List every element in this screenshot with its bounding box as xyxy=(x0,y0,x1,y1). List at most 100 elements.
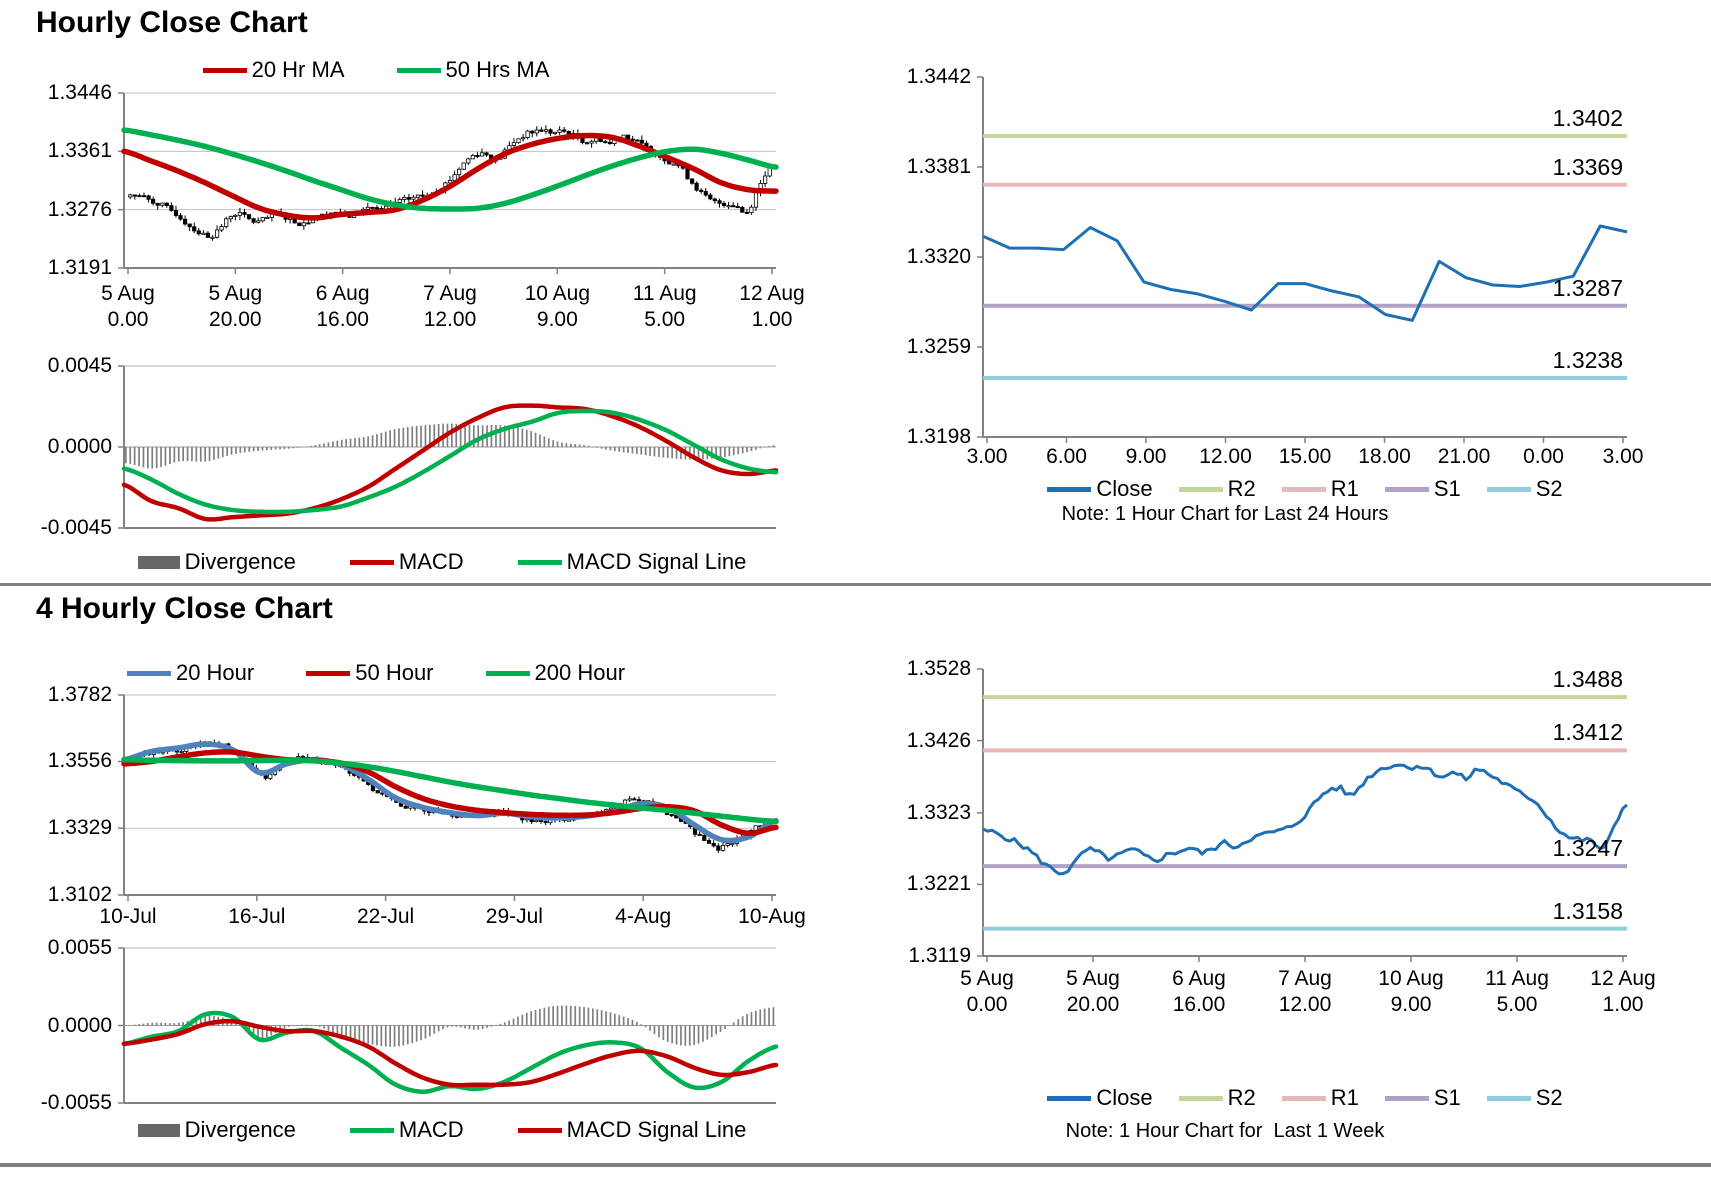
y-tick-label: 1.3119 xyxy=(908,944,971,967)
line-swatch-icon xyxy=(349,559,394,565)
hourly-close-candle-chart-legend: 20 Hr MA 50 Hrs MA xyxy=(0,57,876,83)
y-tick-label: 0.0000 xyxy=(47,435,112,458)
line-swatch-icon xyxy=(1486,1095,1531,1101)
x-tick-label: 5 Aug 20.00 xyxy=(208,282,263,331)
line-swatch-icon xyxy=(202,67,247,73)
legend-label: MACD Signal Line xyxy=(566,549,747,574)
line-swatch-icon xyxy=(349,1127,394,1133)
line-swatch-icon xyxy=(1281,486,1326,492)
y-tick-label: 1.3782 xyxy=(47,683,112,706)
legend-item: MACD Signal Line xyxy=(517,549,747,575)
close-line xyxy=(982,763,1628,876)
candlestick-series xyxy=(128,125,772,241)
legend-item: R2 xyxy=(1178,476,1256,502)
section-2-title: 4 Hourly Close Chart xyxy=(36,592,333,625)
legend-item: Divergence xyxy=(137,1117,296,1143)
x-tick-label: 7 Aug 12.00 xyxy=(423,282,477,331)
legend-label: S1 xyxy=(1433,1085,1461,1110)
x-tick-label: 6.00 xyxy=(1046,445,1087,468)
legend-item: MACD xyxy=(349,549,464,575)
legend-item: 20 Hr MA xyxy=(202,57,345,83)
x-tick-label: 0.00 xyxy=(1523,445,1564,468)
legend-label: 50 Hrs MA xyxy=(445,57,550,82)
x-tick-label: 11 Aug 5.00 xyxy=(632,282,697,331)
legend-item: S1 xyxy=(1384,476,1461,502)
x-tick-label: 12 Aug 1.00 xyxy=(1590,967,1656,1016)
x-tick-label: 10-Aug xyxy=(738,905,806,928)
y-tick-label: 1.3556 xyxy=(47,749,112,773)
close-line xyxy=(982,224,1628,322)
macd-signal-line xyxy=(121,1018,779,1088)
x-tick-label: 21.00 xyxy=(1437,445,1491,468)
legend-label: 20 Hour xyxy=(175,660,255,685)
legend-item: 20 Hour xyxy=(126,660,255,686)
s1-level-label: 1.3247 xyxy=(1552,835,1623,862)
y-tick-label: 1.3528 xyxy=(906,657,971,680)
x-tick-label: 9.00 xyxy=(1125,445,1167,468)
legend-item: Close xyxy=(1047,476,1153,502)
line-swatch-icon xyxy=(1047,1095,1092,1101)
legend-item: 200 Hour xyxy=(485,660,626,686)
s1-level-label: 1.3287 xyxy=(1552,274,1623,301)
x-tick-label: 10 Aug 9.00 xyxy=(524,282,591,331)
y-tick-label: 1.3198 xyxy=(906,425,971,448)
x-tick-label: 5 Aug 20.00 xyxy=(1066,967,1120,1016)
x-tick-label: 29-Jul xyxy=(485,905,543,928)
x-tick-label: 6 Aug 16.00 xyxy=(315,282,370,331)
legend-label: S2 xyxy=(1535,1085,1563,1110)
line-swatch-icon xyxy=(517,559,562,565)
x-tick-label: 22-Jul xyxy=(356,905,415,928)
legend-label: R2 xyxy=(1227,1085,1256,1110)
legend-label: R2 xyxy=(1227,476,1256,501)
line-swatch-icon xyxy=(396,67,441,73)
legend-item: MACD Signal Line xyxy=(517,1117,746,1143)
y-tick-label: 0.0055 xyxy=(47,936,112,959)
y-tick-label: 0.0045 xyxy=(47,354,112,377)
r2-level-label: 1.3402 xyxy=(1552,105,1623,132)
legend-item: R1 xyxy=(1281,476,1359,502)
line-swatch-icon xyxy=(1384,1095,1429,1101)
20-hr-ma-line xyxy=(121,132,779,221)
y-tick-label: 1.3221 xyxy=(906,872,971,896)
legend-label: Divergence xyxy=(184,1117,296,1142)
y-tick-label: -0.0045 xyxy=(40,516,112,539)
hourly-macd-chart-legend: Divergence MACD MACD Signal Line xyxy=(0,549,942,575)
y-tick-label: 1.3361 xyxy=(47,139,112,163)
y-tick-label: 1.3442 xyxy=(906,65,971,88)
x-tick-label: 5 Aug 0.00 xyxy=(101,282,155,331)
legend-item: R2 xyxy=(1178,1085,1256,1111)
last-week-close-chart-legend: Close R2 R1 S1 S2 xyxy=(805,1085,1711,1111)
legend-label: Divergence xyxy=(184,549,296,574)
legend-item: Close xyxy=(1047,1085,1153,1111)
divergence-swatch-icon xyxy=(137,1123,180,1137)
legend-item: S2 xyxy=(1486,476,1563,502)
legend-item: 50 Hour xyxy=(306,660,434,686)
y-tick-label: 1.3446 xyxy=(47,81,112,104)
legend-item: MACD xyxy=(349,1117,464,1143)
x-tick-label: 11 Aug 5.00 xyxy=(1485,967,1549,1016)
legend-label: Close xyxy=(1096,1085,1153,1110)
candlestick-series xyxy=(128,739,772,853)
legend-label: 200 Hour xyxy=(534,660,626,685)
line-swatch-icon xyxy=(126,670,171,676)
x-tick-label: 7 Aug 12.00 xyxy=(1278,967,1332,1016)
r1-level-label: 1.3412 xyxy=(1552,719,1623,746)
divergence-swatch-icon xyxy=(137,555,180,569)
x-tick-label: 6 Aug 16.00 xyxy=(1172,967,1226,1016)
50-hrs-ma-line xyxy=(121,127,779,212)
x-tick-label: 15.00 xyxy=(1278,445,1332,468)
macd-signal-line xyxy=(121,408,779,515)
section-divider xyxy=(0,583,1711,586)
50-hour-line xyxy=(121,749,779,836)
line-swatch-icon xyxy=(1178,1095,1223,1101)
x-tick-label: 5 Aug 0.00 xyxy=(960,967,1014,1016)
y-tick-label: 1.3276 xyxy=(47,197,112,221)
x-tick-label: 12 Aug 1.00 xyxy=(739,282,805,331)
divergence-bars xyxy=(125,423,775,469)
four-hourly-macd-chart-legend: Divergence MACD MACD Signal Line xyxy=(0,1117,942,1143)
line-swatch-icon xyxy=(1486,486,1531,492)
x-tick-label: 3.00 xyxy=(1602,445,1644,468)
legend-label: Close xyxy=(1096,476,1153,501)
hourly-chart-note: Note: 1 Hour Chart for Last 24 Hours xyxy=(1061,503,1389,525)
